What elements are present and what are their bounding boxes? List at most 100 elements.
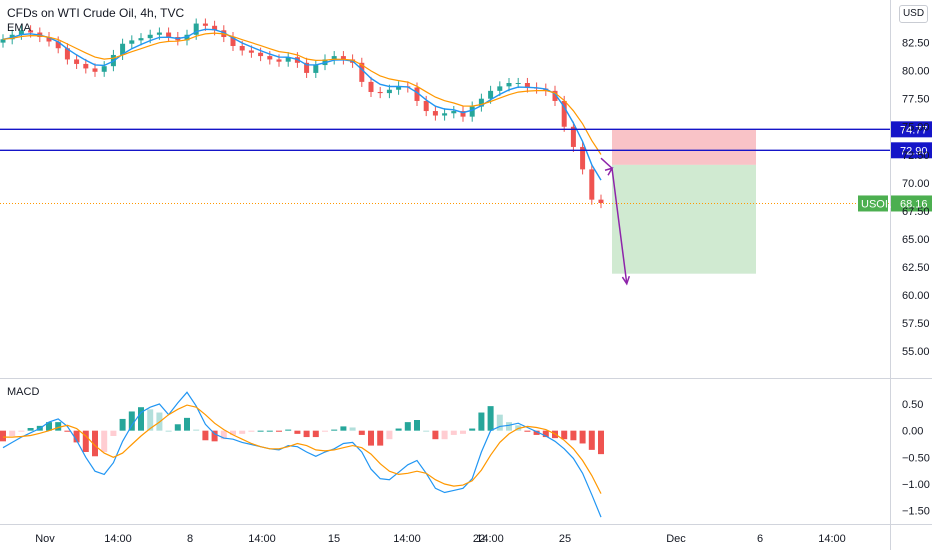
indicator-label[interactable]: EMA [7,22,31,34]
price-tick: 75.00 [902,122,930,134]
candle-body [552,90,558,101]
macd-histogram-bar [27,428,34,431]
candle-body [304,62,310,73]
candle-body [414,87,420,101]
candle-body [83,63,89,69]
candle-body [46,37,52,42]
macd-histogram-bar [460,430,466,434]
macd-histogram-bar [450,430,457,435]
symbol-tag-label: USOIL [861,198,894,210]
price-tick: 65.00 [902,234,930,246]
candle-body [313,65,319,73]
ema-slow-line [2,32,602,155]
macd-histogram-bar [368,430,374,446]
price-tick: 67.50 [902,206,930,218]
macd-histogram-bar [441,430,448,440]
macd-histogram-bar [496,414,503,431]
macd-tick: 0.00 [902,426,923,438]
candle-body [285,57,291,62]
macd-tick: 0.50 [902,399,923,411]
candle-body [129,40,135,44]
macd-label[interactable]: MACD [7,386,40,398]
macd-histogram-bar [101,430,108,452]
symbol-tag [858,195,888,212]
candle-body [570,126,576,147]
macd-histogram-bar [110,430,117,436]
support-tag [891,142,932,159]
candle-body [488,90,494,99]
price-tick: 77.50 [902,94,930,106]
macd-histogram-bar [294,430,301,434]
macd-histogram-bar [423,430,430,432]
macd-histogram-bar [64,430,71,432]
macd-histogram-bar [303,430,310,438]
macd-histogram-bar [570,430,577,441]
resistance-label: 74.77 [900,124,928,136]
candle-body [248,50,254,53]
macd-histogram-bar [211,430,218,442]
macd-histogram-bar [18,430,25,432]
macd-histogram-bar [202,430,209,441]
macd-histogram-bar [193,429,200,431]
last-price-tag [891,195,932,212]
candle-body [202,23,208,26]
macd-histogram-bar [128,411,135,431]
time-tick: 14:00 [476,533,504,545]
time-tick: 14:00 [104,533,132,545]
support-label: 72.90 [900,145,928,157]
macd-histogram-bar [322,430,328,432]
macd-histogram-bar [478,412,485,431]
macd-histogram-bar [285,429,292,431]
time-tick: 8 [187,533,193,545]
price-pane [0,18,890,286]
price-tick: 72.50 [902,150,930,162]
macd-histogram-bar [506,422,512,431]
macd-histogram-bar [524,430,531,432]
macd-histogram-bar [588,430,595,450]
macd-histogram-bar [220,430,227,440]
macd-histogram-bar [248,430,255,432]
candle-body [239,45,245,51]
candle-body [18,30,24,35]
candle-body [331,56,337,60]
candle-body [396,86,402,90]
candle-body [138,38,144,41]
macd-histogram-bar [377,430,384,446]
time-tick: Dec [666,533,686,545]
chart-title: CFDs on WTI Crude Oil, 4h, TVC [7,6,185,20]
candle-body [0,39,6,43]
candle-body [377,91,383,94]
macd-histogram-bar [92,430,98,457]
candle-body [64,48,70,60]
take-profit-zone [612,164,756,274]
stop-loss-zone [612,129,756,165]
candle-body [276,59,282,62]
price-tick: 57.50 [902,318,930,330]
candle-body [368,81,374,92]
candle-body [156,32,162,35]
candle-body [460,111,466,117]
price-tick: 62.50 [902,262,930,274]
last-price-label: 68.16 [900,198,928,210]
candle-body [497,86,503,91]
currency-badge[interactable]: USD [899,5,928,23]
time-tick: 25 [559,533,571,545]
macd-histogram-bar [55,422,62,431]
macd-histogram-bar [276,430,282,432]
candle-body [267,56,273,60]
macd-pane [0,391,604,518]
candle-body [359,62,365,82]
candle-body [120,43,126,55]
candle-body [101,66,107,72]
time-tick: 15 [328,533,340,545]
projection-arrowhead [621,275,631,286]
macd-line [2,391,602,518]
price-tick: 70.00 [902,178,930,190]
candle-body [524,83,530,88]
resistance-tag [891,121,932,138]
macd-histogram-bar [230,430,236,435]
macd-histogram-bar [487,406,494,431]
signal-line [3,404,602,494]
candle-body [589,169,595,200]
